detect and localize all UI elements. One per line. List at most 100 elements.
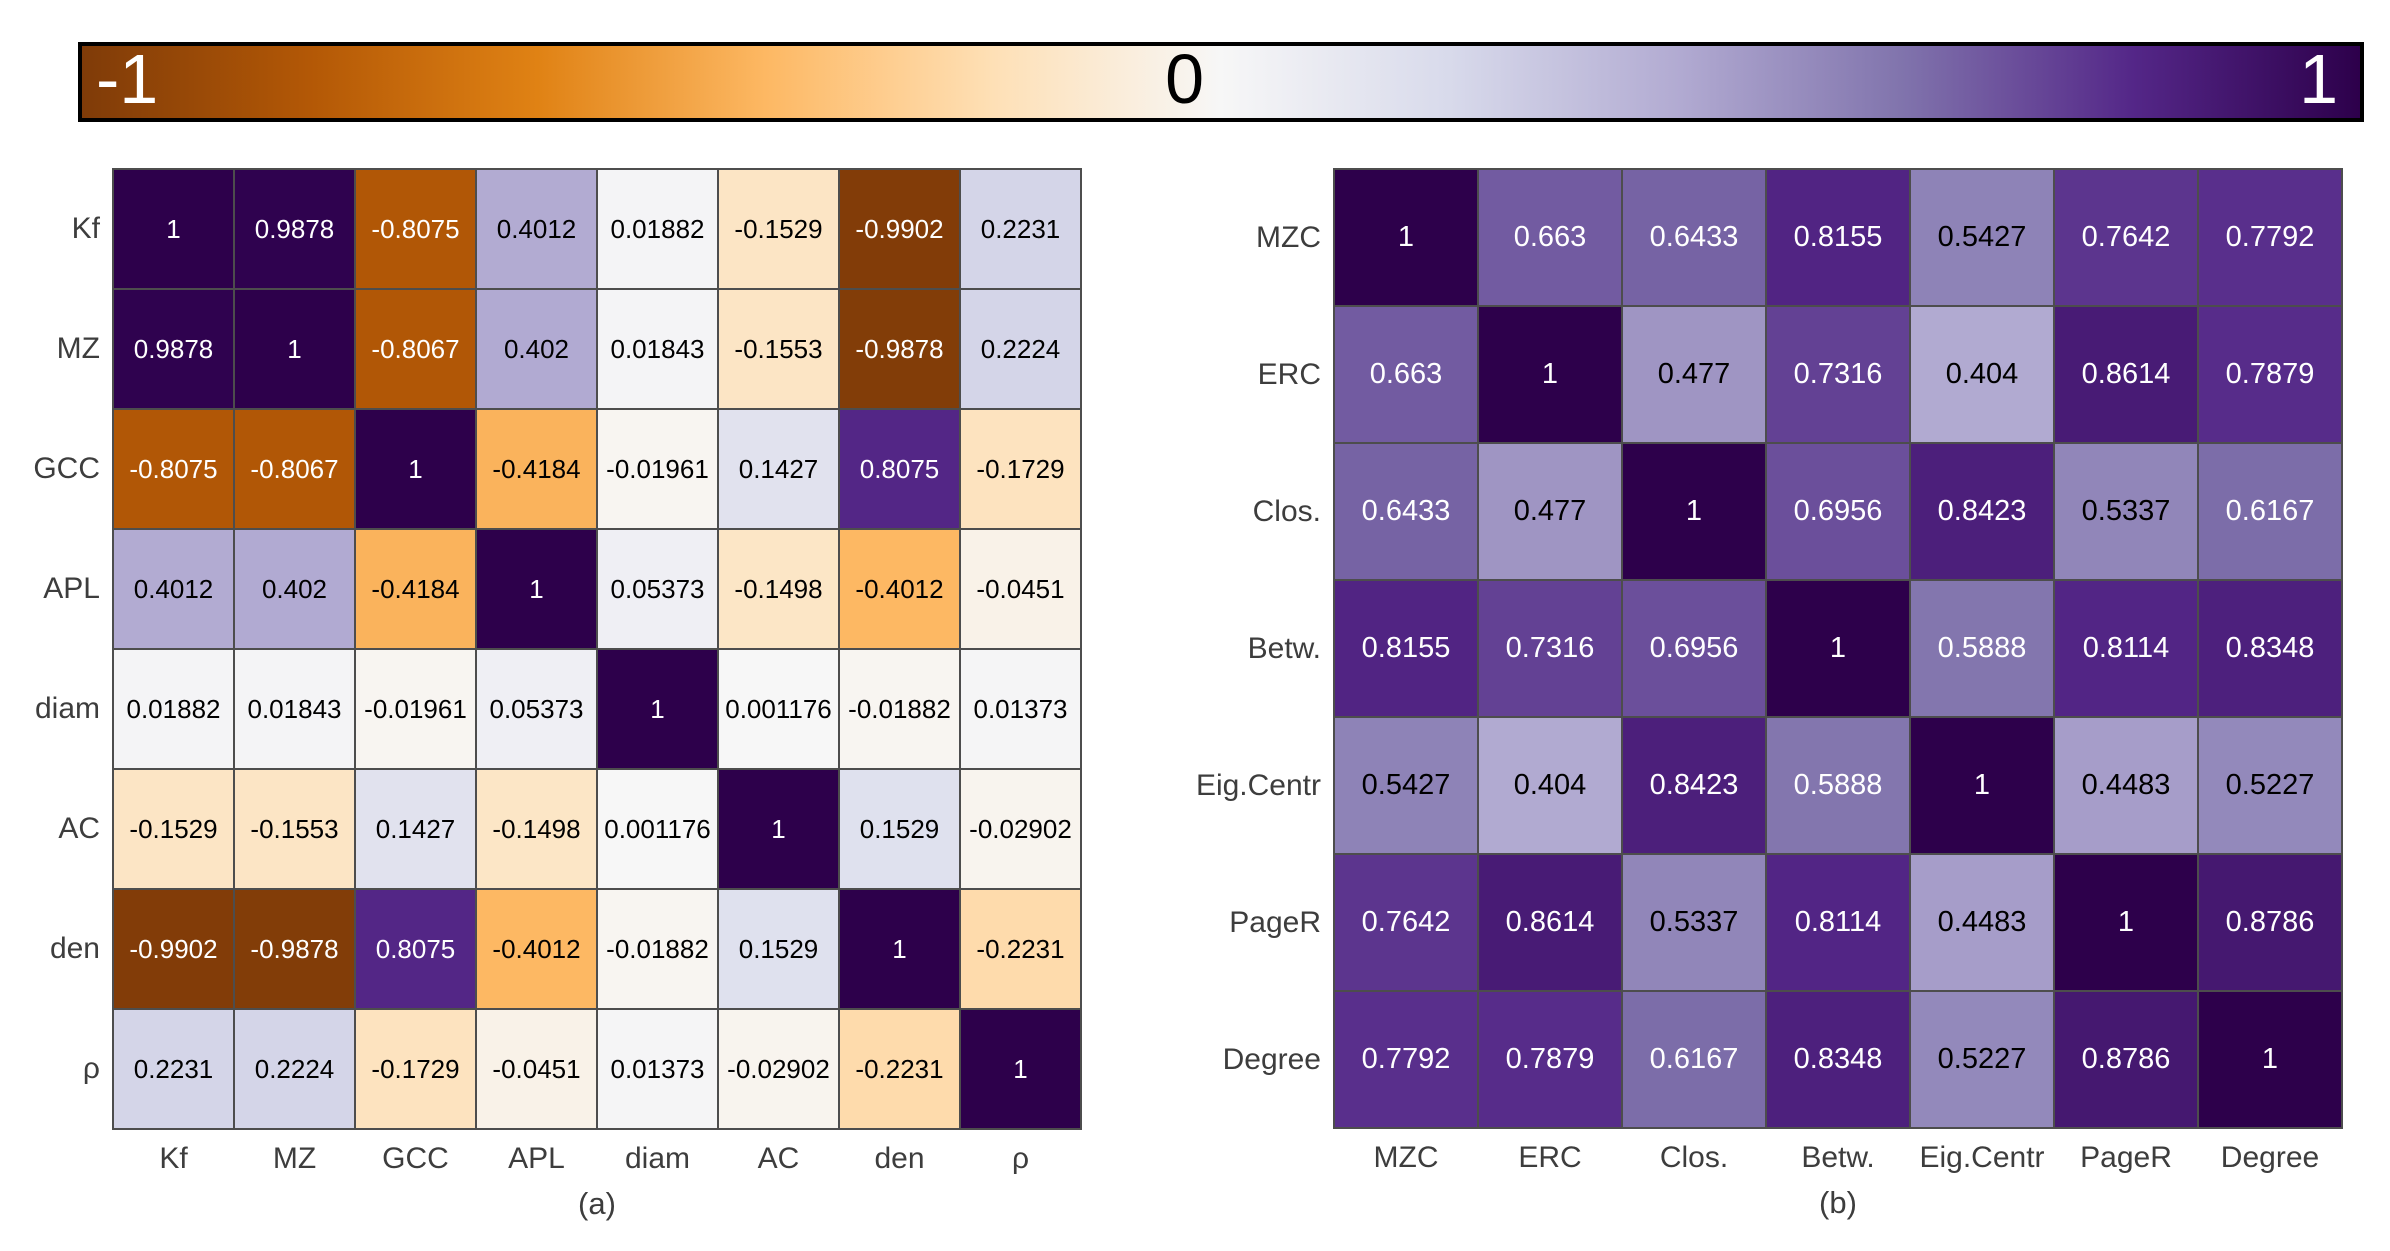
cell-value: 0.01373: [973, 693, 1068, 724]
heatmap-cell: 0.7879: [1479, 992, 1621, 1127]
cell-value: 1: [166, 213, 181, 244]
heatmap-cell: 0.8075: [356, 890, 475, 1008]
heatmap-cell: 0.1529: [840, 770, 959, 888]
cell-value: 0.6956: [1793, 495, 1883, 527]
heatmap-cell: 0.5227: [1911, 992, 2053, 1127]
cell-value: -0.4184: [371, 573, 460, 604]
heatmap-cell: -0.0451: [961, 530, 1080, 648]
heatmap-cell: 1: [356, 410, 475, 528]
cell-value: 0.1529: [738, 933, 819, 964]
heatmap-cell: 0.6433: [1335, 444, 1477, 579]
heatmap-cell: 0.477: [1623, 307, 1765, 442]
heatmap-cell: 0.1427: [356, 770, 475, 888]
heatmap-cell: 0.6167: [2199, 444, 2341, 579]
col-label: diam: [624, 1142, 691, 1175]
cell-value: 1: [2117, 906, 2135, 938]
cell-value: 0.8786: [2225, 906, 2315, 938]
row-label: Eig.Centr: [1195, 768, 1321, 802]
cell-value: -0.1529: [129, 813, 218, 844]
cell-value: -0.4012: [492, 933, 581, 964]
heatmap-cell: 0.9878: [235, 170, 354, 288]
cell-value: 1: [1013, 1053, 1028, 1084]
heatmap-cell: -0.9902: [840, 170, 959, 288]
heatmap-cell: 0.4483: [1911, 855, 2053, 990]
heatmap-cell: 0.8348: [1767, 992, 1909, 1127]
heatmap-cell: 1: [1479, 307, 1621, 442]
col-label: GCC: [382, 1142, 449, 1175]
heatmap-cell: 1: [840, 890, 959, 1008]
row-label: ERC: [1257, 357, 1321, 391]
heatmap-cell: 0.6956: [1767, 444, 1909, 579]
cell-value: 0.8075: [375, 933, 456, 964]
cell-value: 0.01843: [247, 693, 342, 724]
panel-caption: (a): [578, 1186, 616, 1221]
cell-value: 0.8114: [2082, 632, 2170, 664]
cell-value: 0.8114: [1794, 906, 1882, 938]
cell-value: 1: [892, 933, 907, 964]
col-label: ERC: [1518, 1141, 1582, 1174]
col-label: APL: [508, 1142, 565, 1175]
cell-value: 0.9878: [254, 213, 335, 244]
cell-value: 1: [408, 453, 423, 484]
heatmap-cell: -0.02902: [719, 1010, 838, 1128]
cell-value: 0.001176: [725, 693, 832, 724]
cell-value: 0.6167: [2225, 495, 2315, 527]
cell-value: -0.1498: [734, 573, 823, 604]
heatmap-cell: 0.7316: [1767, 307, 1909, 442]
heatmap-cell: 0.7642: [2055, 170, 2197, 305]
col-label: PageR: [2080, 1141, 2172, 1174]
row-label: Betw.: [1247, 631, 1321, 665]
cell-value: -0.1729: [371, 1053, 460, 1084]
cell-value: -0.8067: [371, 333, 460, 364]
heatmap-cell: 0.05373: [477, 650, 596, 768]
cell-value: 0.404: [1945, 358, 2019, 390]
cell-value: 0.6433: [1649, 221, 1739, 253]
cell-value: 0.8423: [1937, 495, 2027, 527]
cell-value: 0.663: [1513, 221, 1587, 253]
cell-value: 0.7642: [1361, 906, 1451, 938]
cell-value: -0.1553: [250, 813, 339, 844]
cell-value: 0.663: [1369, 358, 1443, 390]
heatmap-cell: -0.4184: [477, 410, 596, 528]
cell-value: 0.2231: [980, 213, 1061, 244]
heatmap-cell: 0.7792: [2199, 170, 2341, 305]
colorbar-mid-label: 0: [1165, 40, 1205, 119]
heatmap-cell: 0.01843: [235, 650, 354, 768]
colorbar-min-label: -1: [96, 40, 159, 119]
cell-value: -0.1498: [492, 813, 581, 844]
heatmap-cell: -0.8067: [356, 290, 475, 408]
cell-value: -0.1729: [976, 453, 1065, 484]
row-label: MZC: [1256, 220, 1321, 254]
heatmap-cell: -0.2231: [840, 1010, 959, 1128]
heatmap-cell: 0.5427: [1335, 718, 1477, 853]
heatmap-cell: -0.1498: [719, 530, 838, 648]
cell-value: 0.7316: [1505, 632, 1595, 664]
heatmap-cell: -0.1729: [961, 410, 1080, 528]
cell-value: -0.0451: [976, 573, 1065, 604]
cell-value: 0.4012: [133, 573, 214, 604]
heatmap-cell: -0.1553: [719, 290, 838, 408]
row-label: APL: [43, 572, 100, 605]
col-label: Clos.: [1659, 1141, 1729, 1174]
colorbar-gradient: -1 0 1: [78, 42, 2364, 122]
heatmap-cell: 0.9878: [114, 290, 233, 408]
cell-value: -0.01882: [606, 933, 709, 964]
cell-value: 0.01373: [610, 1053, 705, 1084]
heatmap-cell: 0.5337: [2055, 444, 2197, 579]
cell-value: -0.4184: [492, 453, 581, 484]
heatmap-cell: 0.8786: [2199, 855, 2341, 990]
cell-value: 0.5888: [1793, 769, 1883, 801]
cell-value: -0.4012: [855, 573, 944, 604]
heatmap-cell: -0.1529: [719, 170, 838, 288]
cell-value: 1: [529, 573, 544, 604]
cell-value: 1: [287, 333, 302, 364]
heatmap-cell: 0.01882: [598, 170, 717, 288]
heatmap-cell: 0.8423: [1623, 718, 1765, 853]
cell-value: 0.7792: [1361, 1043, 1451, 1075]
cell-value: 0.1529: [859, 813, 940, 844]
heatmap-cell: 0.01373: [961, 650, 1080, 768]
cell-value: -0.9902: [855, 213, 944, 244]
heatmap-cell: -0.1553: [235, 770, 354, 888]
cell-value: -0.8067: [250, 453, 339, 484]
heatmap-cell: -0.9878: [840, 290, 959, 408]
